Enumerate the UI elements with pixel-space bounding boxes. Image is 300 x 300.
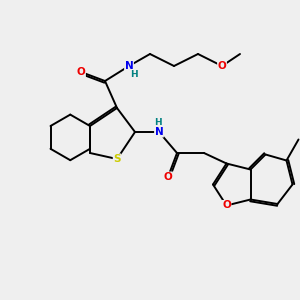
- Text: N: N: [124, 61, 134, 71]
- Text: O: O: [218, 61, 226, 71]
- Text: O: O: [76, 67, 85, 77]
- Text: O: O: [222, 200, 231, 211]
- Text: N: N: [154, 127, 164, 137]
- Text: S: S: [113, 154, 121, 164]
- Text: O: O: [164, 172, 172, 182]
- Text: H: H: [154, 118, 161, 127]
- Text: H: H: [130, 70, 138, 79]
